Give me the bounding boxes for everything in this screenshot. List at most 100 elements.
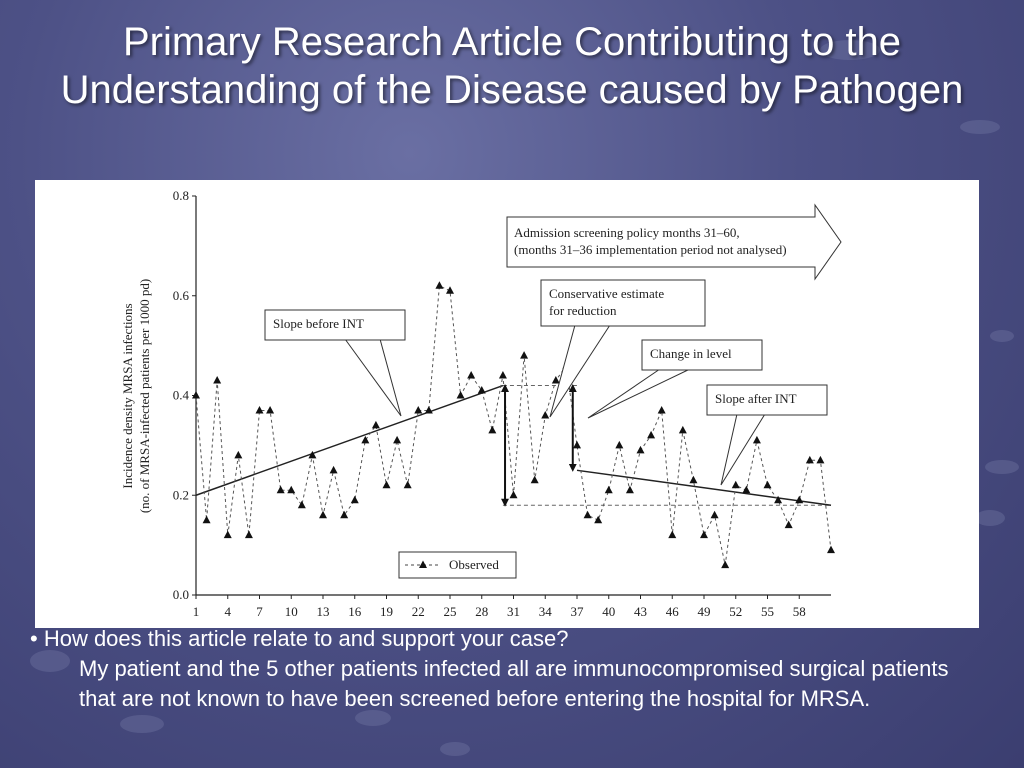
data-point xyxy=(319,510,327,519)
data-point xyxy=(721,560,730,569)
x-tick-label: 55 xyxy=(761,604,774,619)
slide-title: Primary Research Article Contributing to… xyxy=(60,20,964,112)
x-tick-label: 25 xyxy=(444,604,457,619)
data-point xyxy=(551,376,560,384)
slope-before-label: Slope before INT xyxy=(273,316,364,331)
data-point xyxy=(255,405,264,414)
reference-lines xyxy=(502,385,831,506)
data-point xyxy=(393,435,402,444)
data-point xyxy=(784,520,793,529)
data-point xyxy=(689,475,698,484)
data-point xyxy=(678,425,687,434)
x-tick-label: 34 xyxy=(539,604,553,619)
change-level-label: Change in level xyxy=(650,346,732,361)
data-point xyxy=(403,480,412,489)
chart-axes: 0.0 0.2 0.4 0.6 0.8 1 4 7 10 13 16 19 22 25 28 31 34 37 40… xyxy=(120,188,831,619)
data-point xyxy=(816,455,825,464)
trend-line xyxy=(195,384,504,496)
x-tick-label: 28 xyxy=(475,604,488,619)
x-tick-label: 10 xyxy=(285,604,298,619)
slope-before-box xyxy=(264,309,406,341)
data-point xyxy=(276,485,285,494)
x-tick-label: 1 xyxy=(193,604,200,619)
x-tick-label: 58 xyxy=(793,604,806,619)
data-point xyxy=(361,435,370,444)
slope-after-pointer xyxy=(720,413,766,486)
data-point xyxy=(731,480,740,489)
legend-label: Observed xyxy=(449,557,499,572)
x-tick-label: 37 xyxy=(571,604,585,619)
x-tick-label: 13 xyxy=(317,604,330,619)
slope-after-label: Slope after INT xyxy=(715,391,797,406)
data-point xyxy=(467,371,476,379)
bullet-question: • How does this article relate to and su… xyxy=(30,626,569,651)
chart-panel: 0.0 0.2 0.4 0.6 0.8 1 4 7 10 13 16 19 22 25 28 31 34 37 40… xyxy=(35,180,979,628)
admission-label: (months 31–36 implementation period not … xyxy=(514,242,787,257)
x-tick-label: 31 xyxy=(507,604,520,619)
x-tick-label: 49 xyxy=(698,604,711,619)
data-point xyxy=(234,450,243,459)
data-point xyxy=(244,530,253,539)
data-point xyxy=(213,376,222,384)
data-point xyxy=(371,420,380,429)
x-tick-label: 40 xyxy=(602,604,615,619)
data-point xyxy=(297,500,306,509)
x-tick-label: 22 xyxy=(412,604,425,619)
data-point xyxy=(827,545,835,554)
data-point xyxy=(615,440,624,449)
data-point xyxy=(636,445,645,454)
annotations: Admission screening policy months 31–60,… xyxy=(264,203,842,486)
data-point xyxy=(742,485,751,494)
slope-after-box xyxy=(706,384,828,416)
x-tick-label: 19 xyxy=(380,604,393,619)
data-point xyxy=(647,430,656,439)
x-tick-label: 43 xyxy=(634,604,647,619)
data-point xyxy=(498,371,507,379)
data-point xyxy=(287,485,296,494)
data-point xyxy=(604,485,613,494)
data-point xyxy=(350,495,359,504)
x-tick-label: 4 xyxy=(225,604,232,619)
data-point xyxy=(763,480,772,489)
data-point xyxy=(488,425,497,434)
data-point xyxy=(774,495,783,504)
data-point xyxy=(625,485,634,494)
conservative-box xyxy=(540,279,706,327)
slope-before-pointer xyxy=(344,338,402,417)
conservative-pointer xyxy=(549,324,611,418)
data-point xyxy=(435,281,444,289)
data-point xyxy=(424,405,433,414)
data-point xyxy=(202,515,211,524)
y-axis-label: Incidence density MRSA infections xyxy=(120,303,135,488)
data-point xyxy=(710,510,719,519)
y-tick-label: 0.6 xyxy=(173,288,190,303)
trend-line xyxy=(576,469,832,506)
y-tick-label: 0.0 xyxy=(173,587,189,602)
admission-box xyxy=(506,203,842,281)
data-point xyxy=(805,455,814,464)
data-point xyxy=(414,405,423,414)
data-point xyxy=(308,450,317,459)
conservative-label: for reduction xyxy=(549,303,617,318)
legend-marker xyxy=(419,560,427,568)
data-point xyxy=(446,286,454,294)
legend-box xyxy=(398,551,517,579)
y-tick-label: 0.2 xyxy=(173,487,189,502)
y-tick-label: 0.8 xyxy=(173,188,189,203)
data-point xyxy=(509,490,518,499)
data-point xyxy=(700,530,708,539)
admission-label: Admission screening policy months 31–60, xyxy=(514,225,740,240)
data-point xyxy=(382,480,391,489)
data-point xyxy=(456,391,465,399)
data-point xyxy=(657,405,666,414)
trend-lines xyxy=(195,384,832,506)
data-point xyxy=(752,435,761,444)
x-tick-label: 7 xyxy=(256,604,263,619)
series-observed xyxy=(192,281,835,569)
data-point xyxy=(329,465,338,474)
data-point xyxy=(192,391,200,399)
data-point xyxy=(340,510,349,519)
conservative-label: Conservative estimate xyxy=(549,286,664,301)
change-level-box xyxy=(641,339,763,371)
y-axis-label-2: (no. of MRSA-infected patients per 1000 … xyxy=(137,279,152,513)
